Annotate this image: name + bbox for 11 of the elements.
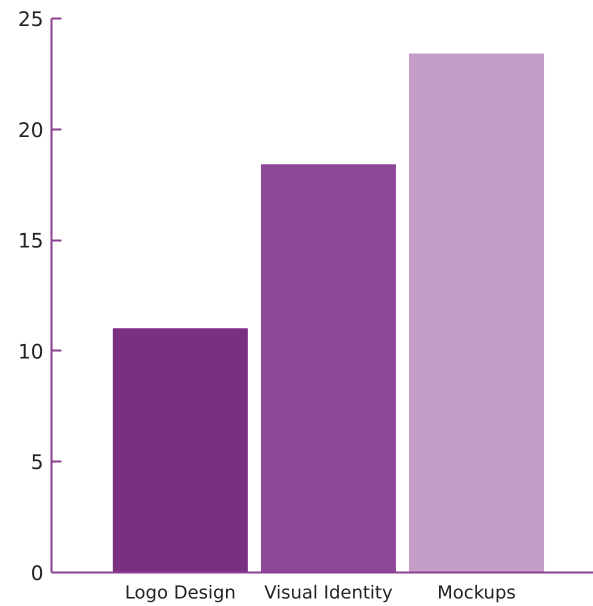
- y-tick-label: 0: [30, 561, 44, 585]
- x-tick-label: Logo Design: [124, 582, 236, 604]
- y-tick-label: 25: [18, 7, 44, 31]
- y-tick-label: 10: [18, 339, 44, 364]
- x-tick-label: Visual Identity: [264, 582, 393, 604]
- y-tick-label: 15: [18, 228, 44, 253]
- y-tick-label: 5: [30, 450, 44, 474]
- bar: [112, 328, 248, 572]
- x-tick-label: Mockups: [437, 582, 516, 604]
- y-tick-label: 20: [18, 118, 44, 142]
- bar: [409, 53, 544, 572]
